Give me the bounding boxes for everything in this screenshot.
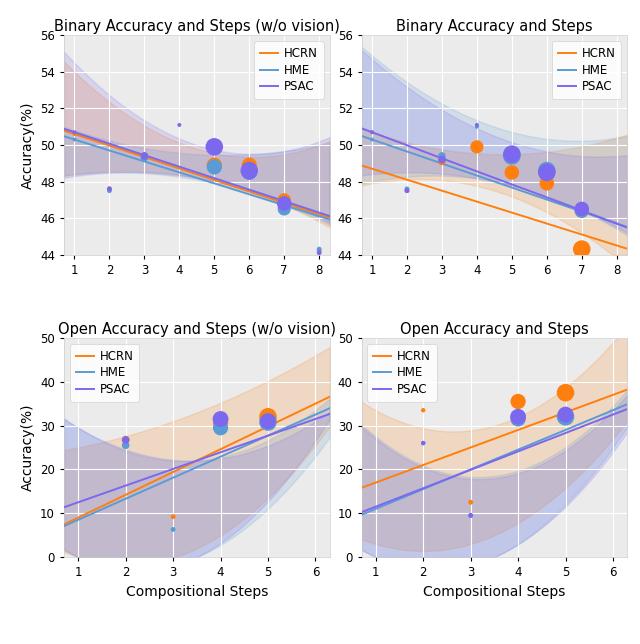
Point bbox=[104, 184, 115, 194]
Point bbox=[216, 422, 226, 433]
Point bbox=[120, 435, 131, 445]
Point bbox=[541, 166, 552, 176]
Title: Open Accuracy and Steps: Open Accuracy and Steps bbox=[400, 322, 589, 337]
Point bbox=[174, 120, 184, 130]
Point bbox=[402, 185, 412, 196]
Point bbox=[513, 396, 524, 406]
Point bbox=[437, 155, 447, 165]
Point bbox=[472, 120, 482, 130]
Y-axis label: Accuracy(%): Accuracy(%) bbox=[20, 404, 35, 491]
Point bbox=[263, 417, 273, 427]
Legend: HCRN, HME, PSAC: HCRN, HME, PSAC bbox=[255, 41, 324, 99]
Point bbox=[140, 153, 150, 163]
Point bbox=[367, 127, 377, 137]
X-axis label: Compositional Steps: Compositional Steps bbox=[423, 585, 566, 599]
Point bbox=[513, 412, 524, 422]
Point bbox=[168, 511, 178, 522]
Point bbox=[577, 244, 587, 254]
Point bbox=[140, 151, 150, 161]
Point bbox=[418, 405, 428, 415]
Point bbox=[437, 156, 447, 167]
Point bbox=[209, 162, 220, 172]
Point bbox=[402, 185, 412, 196]
Point bbox=[244, 166, 254, 176]
Point bbox=[472, 122, 482, 132]
Point bbox=[69, 127, 79, 137]
Point bbox=[367, 135, 377, 145]
Point bbox=[507, 149, 517, 159]
Point bbox=[120, 435, 131, 445]
Legend: HCRN, HME, PSAC: HCRN, HME, PSAC bbox=[367, 344, 436, 402]
Point bbox=[244, 160, 254, 170]
Point bbox=[465, 497, 476, 507]
X-axis label: Compositional Steps: Compositional Steps bbox=[125, 585, 268, 599]
Title: Open Accuracy and Steps (w/o vision): Open Accuracy and Steps (w/o vision) bbox=[58, 322, 336, 337]
Point bbox=[577, 204, 587, 214]
Point bbox=[104, 184, 115, 194]
Point bbox=[577, 205, 587, 216]
Legend: HCRN, HME, PSAC: HCRN, HME, PSAC bbox=[70, 344, 139, 402]
Point bbox=[561, 412, 571, 422]
Point bbox=[168, 524, 178, 535]
Point bbox=[104, 185, 115, 196]
Point bbox=[279, 194, 289, 205]
Point bbox=[263, 412, 273, 422]
Legend: HCRN, HME, PSAC: HCRN, HME, PSAC bbox=[552, 41, 621, 99]
Point bbox=[209, 160, 220, 170]
Point bbox=[216, 417, 226, 428]
Point bbox=[367, 127, 377, 137]
Point bbox=[69, 135, 79, 145]
Point bbox=[472, 142, 482, 152]
Point bbox=[140, 151, 150, 161]
Point bbox=[120, 440, 131, 450]
Point bbox=[507, 167, 517, 178]
Point bbox=[418, 438, 428, 448]
Point bbox=[314, 246, 324, 256]
Point bbox=[561, 388, 571, 398]
Point bbox=[541, 178, 552, 189]
Title: Binary Accuracy and Steps: Binary Accuracy and Steps bbox=[396, 19, 593, 34]
Point bbox=[507, 151, 517, 161]
Point bbox=[437, 151, 447, 161]
Point bbox=[314, 247, 324, 258]
Point bbox=[465, 510, 476, 520]
Point bbox=[465, 510, 476, 520]
Point bbox=[513, 414, 524, 424]
Title: Binary Accuracy and Steps (w/o vision): Binary Accuracy and Steps (w/o vision) bbox=[54, 19, 340, 34]
Y-axis label: Accuracy(%): Accuracy(%) bbox=[20, 101, 35, 189]
Point bbox=[216, 414, 226, 424]
Point bbox=[263, 416, 273, 426]
Point bbox=[209, 142, 220, 152]
Point bbox=[244, 167, 254, 178]
Point bbox=[541, 167, 552, 178]
Point bbox=[279, 198, 289, 209]
Point bbox=[561, 410, 571, 420]
Point bbox=[402, 184, 412, 194]
Point bbox=[314, 244, 324, 254]
Point bbox=[279, 204, 289, 214]
Point bbox=[69, 129, 79, 139]
Point bbox=[418, 438, 428, 448]
